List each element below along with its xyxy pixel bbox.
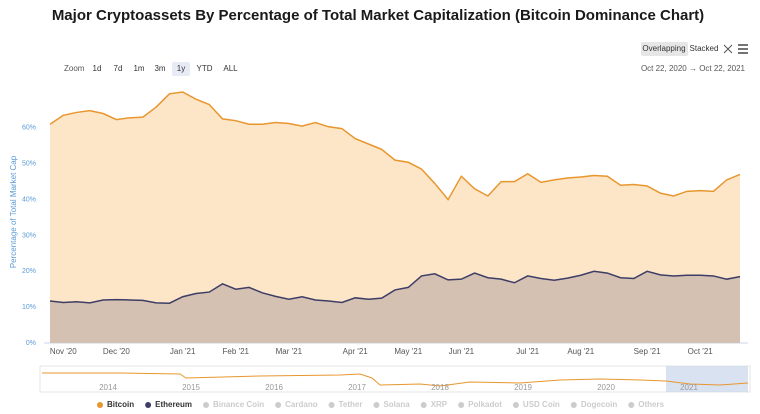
legend-item[interactable]: Ethereum xyxy=(155,400,192,409)
legend-item[interactable]: Others xyxy=(638,400,664,409)
legend-marker[interactable] xyxy=(328,402,335,408)
y-tick-label: 20% xyxy=(22,268,36,275)
fullscreen-icon[interactable] xyxy=(723,44,733,54)
x-tick-label: May '21 xyxy=(394,347,422,356)
y-tick-label: 40% xyxy=(22,196,36,203)
series-line xyxy=(49,270,741,304)
x-tick-label: Jul '21 xyxy=(516,347,539,356)
menu-icon[interactable] xyxy=(738,44,748,54)
navigator-selection[interactable] xyxy=(666,366,748,392)
legend-item[interactable]: Polkadot xyxy=(468,400,502,409)
legend-item[interactable]: XRP xyxy=(431,400,448,409)
navigator-year: 2018 xyxy=(431,383,449,392)
legend-item[interactable]: Dogecoin xyxy=(581,400,618,409)
x-tick-label: Jun '21 xyxy=(449,347,475,356)
x-tick-label: Dec '20 xyxy=(103,347,130,356)
x-tick-label: Oct '21 xyxy=(688,347,714,356)
navigator-year: 2017 xyxy=(348,383,366,392)
legend-item[interactable]: Bitcoin xyxy=(107,400,134,409)
x-tick-label: Mar '21 xyxy=(276,347,303,356)
x-tick-label: Sep '21 xyxy=(634,347,661,356)
legend-marker[interactable] xyxy=(570,402,577,408)
legend-marker[interactable] xyxy=(203,402,210,408)
legend-item[interactable]: USD Coin xyxy=(523,400,560,409)
y-tick-label: 10% xyxy=(22,304,36,311)
navigator-year: 2014 xyxy=(99,383,117,392)
area-fill xyxy=(50,92,740,343)
zoom-button[interactable]: YTD xyxy=(197,64,213,73)
legend-marker[interactable] xyxy=(628,402,635,408)
legend-marker[interactable] xyxy=(275,402,282,408)
legend-marker[interactable] xyxy=(458,402,465,408)
navigator-line xyxy=(42,372,749,387)
legend-marker[interactable] xyxy=(145,402,152,408)
x-tick-label: Feb '21 xyxy=(223,347,250,356)
y-tick-label: 30% xyxy=(22,232,36,239)
x-tick-label: Nov '20 xyxy=(50,347,77,356)
view-button[interactable]: Overlapping xyxy=(642,44,685,53)
legend-item[interactable]: Tether xyxy=(339,400,363,409)
y-axis-title: Percentage of Total Market Cap xyxy=(9,155,18,268)
y-tick-label: 60% xyxy=(22,125,36,132)
date-range: Oct 22, 2020 → Oct 22, 2021 xyxy=(641,64,746,73)
zoom-button[interactable]: 1m xyxy=(133,64,144,73)
x-tick-label: Aug '21 xyxy=(567,347,594,356)
zoom-button[interactable]: ALL xyxy=(223,64,238,73)
zoom-button[interactable]: 1d xyxy=(93,64,102,73)
zoom-button[interactable]: 1y xyxy=(177,64,185,73)
chart-title: Major Cryptoassets By Percentage of Tota… xyxy=(52,7,704,24)
legend-item[interactable]: Cardano xyxy=(285,400,318,409)
navigator-year: 2016 xyxy=(265,383,283,392)
legend-marker[interactable] xyxy=(420,402,427,408)
series-line xyxy=(49,91,741,201)
legend-marker[interactable] xyxy=(97,402,103,408)
legend-item[interactable]: Solana xyxy=(383,400,410,409)
navigator-year: 2020 xyxy=(597,383,615,392)
navigator-year: 2019 xyxy=(514,383,532,392)
legend-marker[interactable] xyxy=(373,402,380,408)
legend-item[interactable]: Binance Coin xyxy=(213,400,264,409)
navigator-year: 2015 xyxy=(182,383,200,392)
navigator-year: 2021 xyxy=(680,383,698,392)
zoom-button[interactable]: 3m xyxy=(154,64,165,73)
zoom-button[interactable]: 7d xyxy=(114,64,123,73)
y-tick-label: 50% xyxy=(22,161,36,168)
zoom-label: Zoom xyxy=(64,64,85,73)
view-button[interactable]: Stacked xyxy=(690,44,719,53)
x-tick-label: Jan '21 xyxy=(170,347,196,356)
legend-marker[interactable] xyxy=(512,402,519,408)
area-fill xyxy=(50,271,740,343)
view-button-bg xyxy=(641,42,688,56)
x-tick-label: Apr '21 xyxy=(343,347,369,356)
navigator xyxy=(39,365,751,393)
y-tick-label: 0% xyxy=(26,340,36,347)
zoom-button-bg xyxy=(172,62,190,76)
